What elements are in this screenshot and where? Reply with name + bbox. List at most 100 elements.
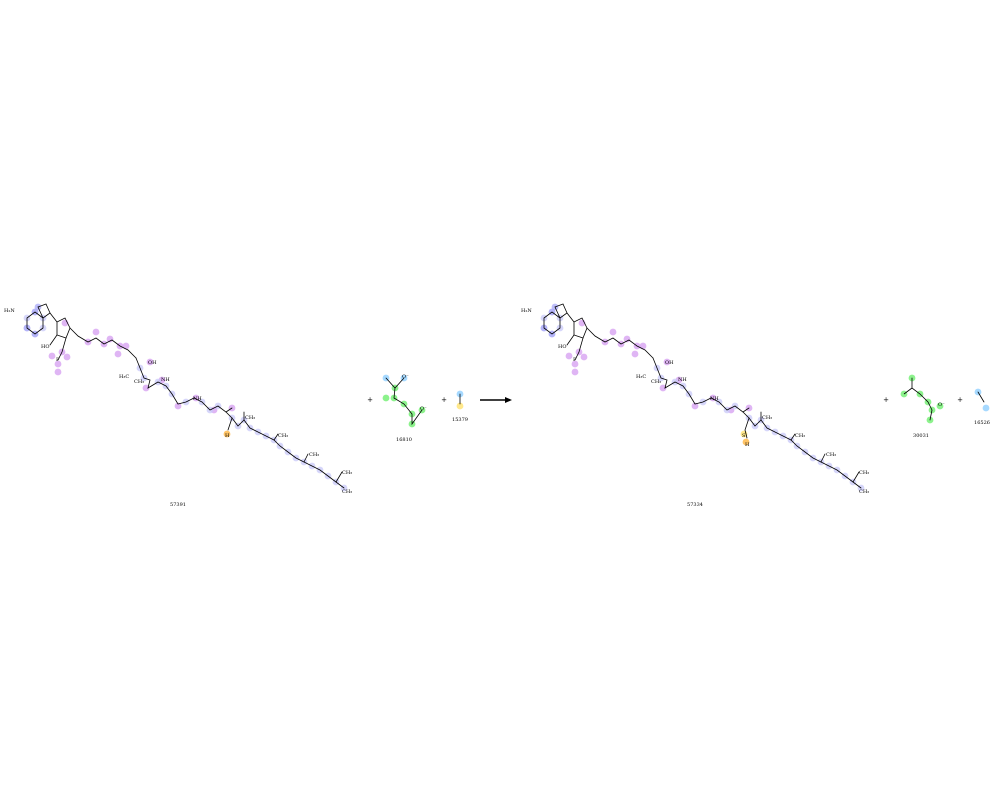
bond: [303, 453, 309, 463]
methyl-label: H₃C: [119, 374, 129, 380]
methyl-label: CH₃: [245, 415, 255, 421]
plus-sign-3: +: [883, 396, 889, 404]
amine-label: H₂N: [521, 308, 532, 314]
hydrogen-label: H: [745, 442, 750, 448]
phosphorus-label: P: [56, 357, 60, 363]
reactant-2-id: 16810: [396, 437, 412, 443]
methyl-label: CH₃: [342, 470, 352, 476]
bond: [335, 471, 343, 483]
oxygen-highlight: [54, 360, 62, 368]
diphosphate-bond: [586, 327, 654, 359]
phosphate-bond: [57, 337, 67, 361]
alkyl-chain-bond: [748, 417, 862, 489]
atom-highlights: [23, 303, 990, 492]
oxygen-highlight: [122, 342, 130, 350]
methyl-label: CH₃: [859, 489, 869, 495]
methyl-label: CH₃: [278, 433, 288, 439]
methyl-label: CH₃: [309, 452, 319, 458]
oxygen-highlight: [571, 368, 579, 376]
hydrogen-highlight: [742, 438, 750, 446]
methyl-label: CH₃: [762, 415, 772, 421]
amine-label: H₂N: [4, 308, 15, 314]
methyl-label: CH₃: [134, 379, 144, 385]
phosphorus-label: P: [573, 357, 577, 363]
hydrogen-label: H: [225, 433, 230, 439]
bond: [852, 471, 860, 483]
oxygen-highlight: [580, 353, 588, 361]
oxygen-highlight: [63, 353, 71, 361]
oxygen-highlight: [92, 328, 100, 336]
adenine-ring-bond: [26, 311, 44, 335]
oxygen-highlight: [663, 358, 671, 366]
oxide-label: O⁻: [938, 402, 945, 408]
alkyl-chain-bond: [231, 417, 345, 489]
plus-sign-4: +: [957, 396, 963, 404]
product-2-id: 30031: [913, 433, 929, 439]
oxygen-highlight: [54, 368, 62, 376]
methyl-label: CH₃: [342, 489, 352, 495]
hydrogen-highlight: [223, 430, 231, 438]
hydroxyl-label: OH: [148, 360, 157, 366]
bond: [49, 334, 58, 346]
methyl-label: CH₃: [651, 379, 661, 385]
yellow-highlight: [456, 402, 464, 410]
reaction-arrow: [480, 397, 512, 403]
pantetheine-bond: [652, 357, 750, 419]
amide-label: NH: [161, 377, 170, 383]
bond: [790, 433, 796, 441]
thioester-bond: [742, 407, 750, 413]
diphosphate-bond: [69, 327, 137, 359]
bond: [273, 433, 279, 441]
imidazole-ring-bond: [554, 303, 568, 319]
oxygen-highlight: [142, 384, 150, 392]
green-highlight: [382, 394, 390, 402]
oxygen-highlight: [146, 358, 154, 366]
thiol-bond: [744, 417, 750, 439]
oxygen-highlight: [659, 384, 667, 392]
hydroxyl-label: HO: [41, 344, 49, 350]
oxygen-highlight: [691, 402, 699, 410]
oxygen-highlight: [623, 335, 631, 343]
bond: [820, 453, 826, 463]
methyl-label: CH₃: [795, 433, 805, 439]
plus-sign-2: +: [441, 396, 447, 404]
oxygen-highlight: [565, 352, 573, 360]
product-1-id: 57334: [687, 502, 703, 508]
hydroxyl-label: OH: [665, 360, 674, 366]
bond: [385, 377, 423, 426]
oxygen-highlight: [114, 350, 122, 358]
amide-label: NH: [193, 396, 202, 402]
reactant-1-id: 57391: [170, 502, 186, 508]
phosphate-bond: [574, 337, 584, 361]
amide-label: NH: [678, 377, 687, 383]
sulfur-label: S: [742, 433, 746, 439]
bonds: [26, 303, 985, 489]
bond: [227, 417, 233, 431]
amide-label: NH: [710, 396, 719, 402]
pantetheine-bond: [135, 357, 233, 419]
oxygen-highlight: [639, 342, 647, 350]
oxide-label: O⁻: [402, 374, 409, 380]
methyl-label: H₃C: [636, 374, 646, 380]
atom-labels: H₂N HO P OH H₃C CH₃ NH NH CH₃ CH₃ CH₃ CH₃ CH₃ H H₂N HO P…: [4, 308, 945, 495]
oxygen-highlight: [571, 360, 579, 368]
bond: [977, 391, 985, 403]
bond: [903, 377, 933, 421]
oxygen-highlight: [48, 352, 56, 360]
oxygen-highlight: [174, 402, 182, 410]
plus-sign-1: +: [367, 396, 373, 404]
imidazole-ring-bond: [37, 303, 51, 319]
reactant-3-id: 15379: [452, 417, 468, 423]
cyan-highlight: [982, 404, 990, 412]
hydroxyl-label: HO: [558, 344, 566, 350]
green-highlight: [936, 402, 944, 410]
oxygen-highlight: [609, 328, 617, 336]
oxygen-highlight: [106, 335, 114, 343]
methyl-label: CH₃: [859, 470, 869, 476]
adenine-ring-bond: [543, 311, 561, 335]
methyl-label: CH₃: [826, 452, 836, 458]
product-3-id: 16526: [974, 420, 990, 426]
oxygen-highlight: [631, 350, 639, 358]
oxide-label: O⁻: [420, 406, 427, 412]
